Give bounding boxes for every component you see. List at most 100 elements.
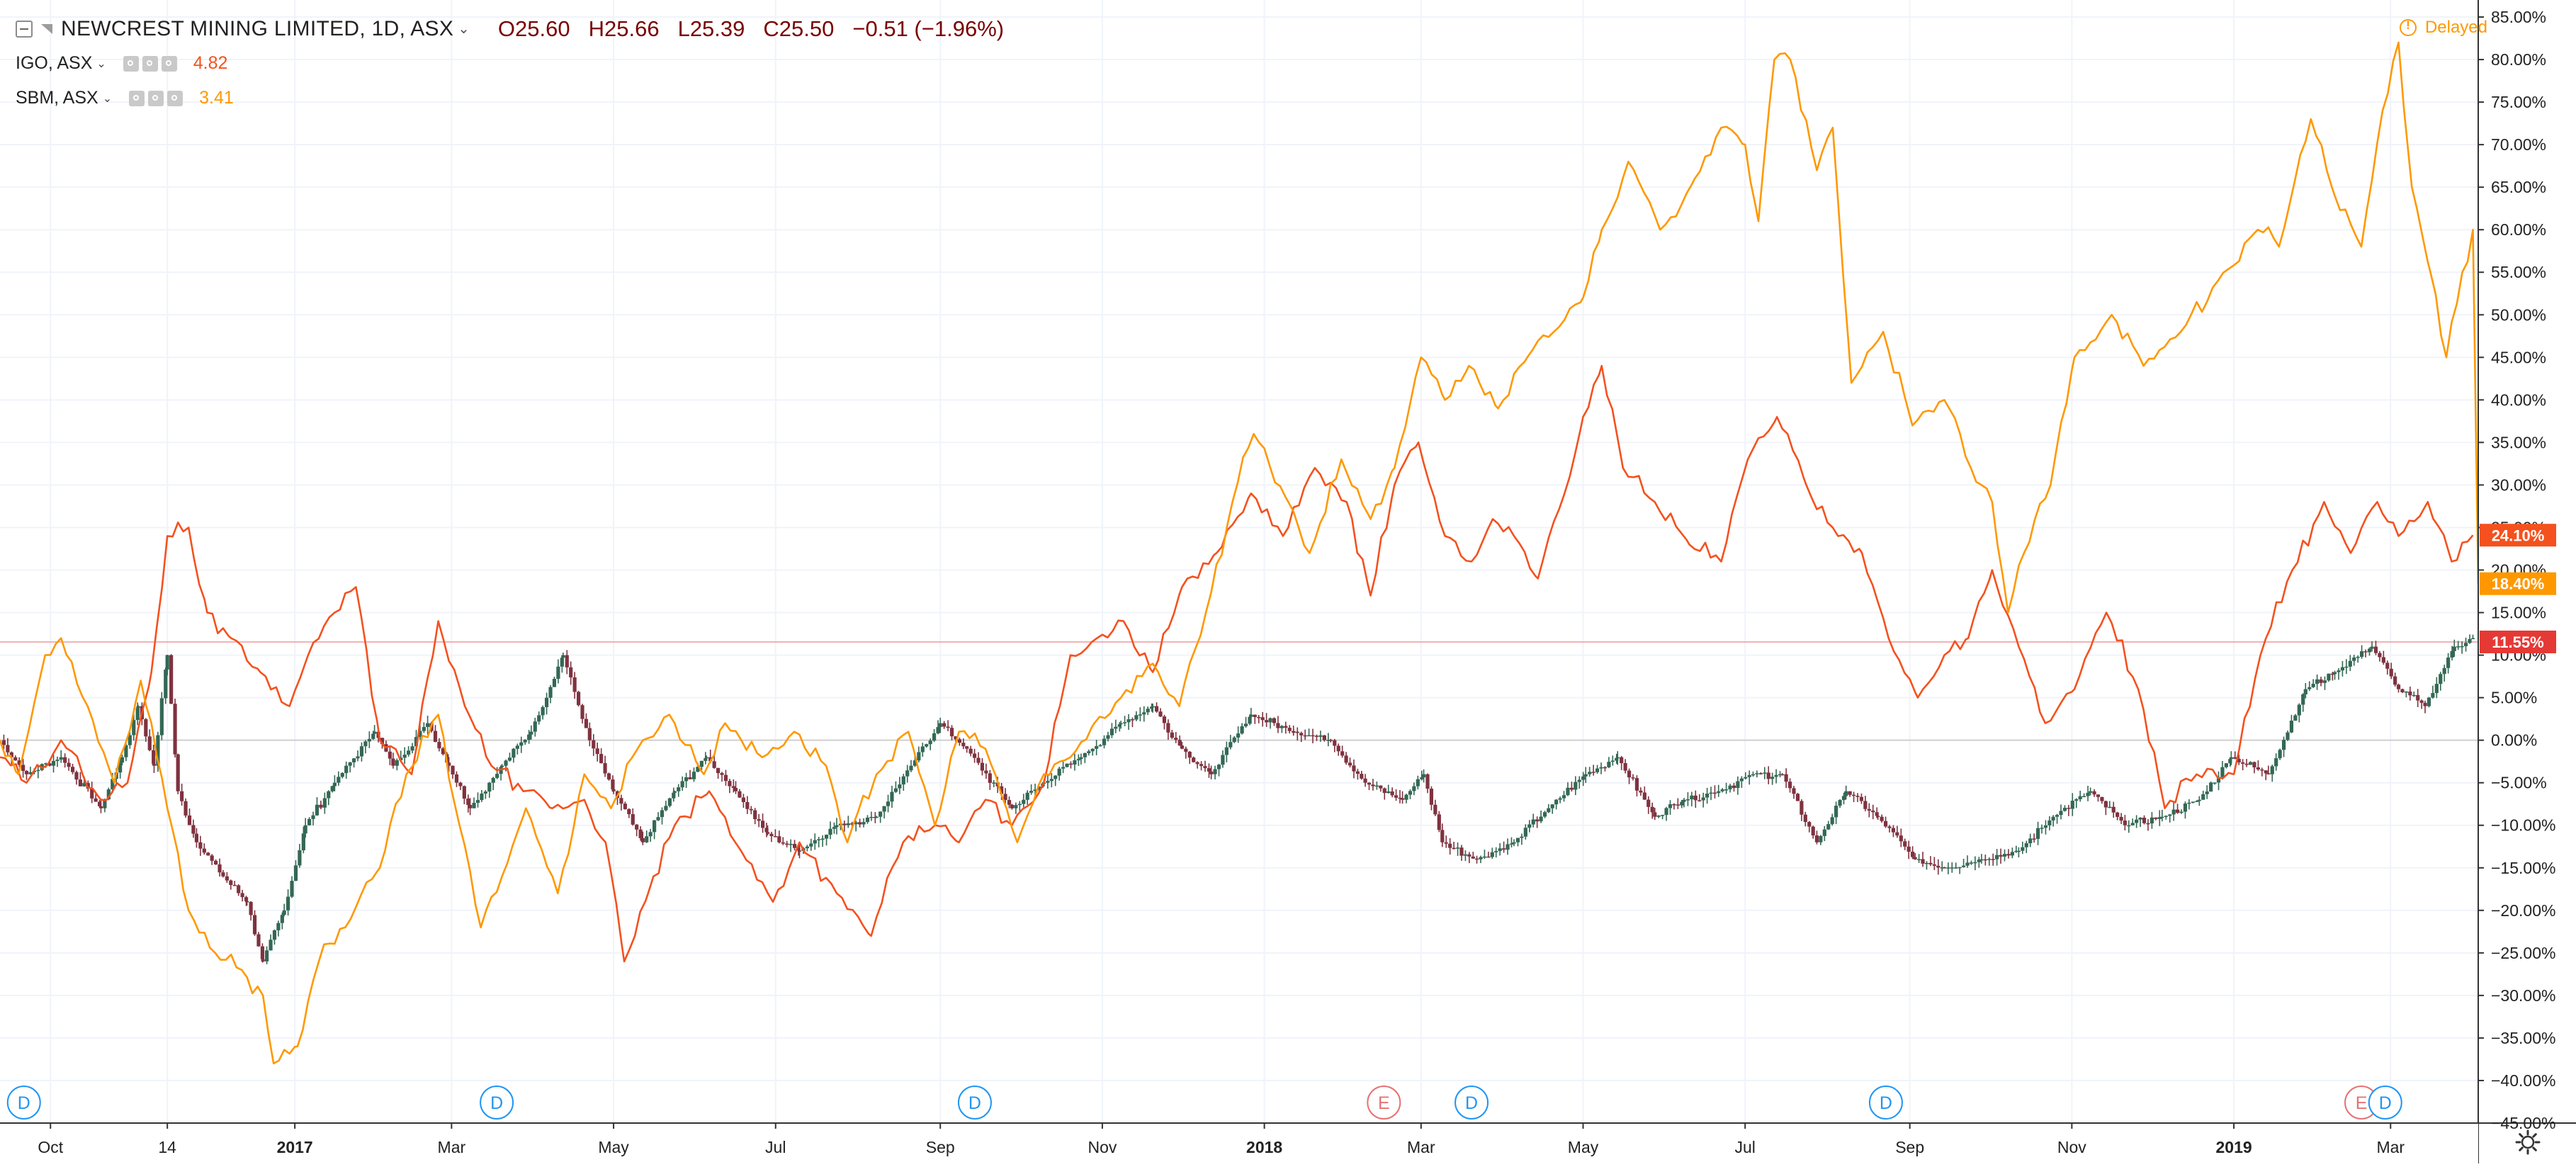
settings-icon[interactable] bbox=[148, 90, 164, 106]
dividend-marker[interactable] bbox=[6, 1086, 41, 1120]
candle-down bbox=[2100, 796, 2104, 801]
candle-up bbox=[1014, 805, 1018, 808]
compare-symbol-name[interactable]: SBM, ASX bbox=[16, 88, 98, 108]
compare-symbol-name[interactable]: IGO, ASX bbox=[16, 53, 93, 73]
collapse-legend-button[interactable] bbox=[16, 20, 33, 38]
candle-down bbox=[603, 763, 607, 774]
candle-down bbox=[792, 844, 797, 848]
candle-up bbox=[1102, 738, 1107, 745]
candle-up bbox=[28, 772, 33, 774]
candle-down bbox=[437, 742, 441, 749]
candle-down bbox=[1340, 751, 1345, 756]
earnings-marker[interactable] bbox=[1367, 1086, 1401, 1120]
flag-icon[interactable] bbox=[41, 23, 52, 34]
candle-up bbox=[2016, 850, 2021, 852]
delayed-indicator[interactable]: Delayed bbox=[2399, 18, 2487, 38]
dividend-marker[interactable] bbox=[480, 1086, 514, 1120]
settings-icon[interactable] bbox=[142, 55, 158, 72]
eye-icon[interactable] bbox=[129, 90, 145, 106]
candle-down bbox=[1792, 788, 1796, 794]
candle-up bbox=[1940, 867, 1944, 869]
candle-down bbox=[97, 801, 102, 806]
candle-down bbox=[1851, 794, 1856, 796]
candle-up bbox=[2205, 791, 2209, 794]
candle-down bbox=[206, 852, 210, 856]
candle-down bbox=[1899, 835, 1903, 842]
candle-up bbox=[2201, 794, 2205, 800]
candle-down bbox=[1942, 867, 1947, 869]
candle-up bbox=[2248, 762, 2253, 765]
candle-up bbox=[1834, 806, 1838, 818]
candle-up bbox=[1224, 747, 1228, 755]
candle-up bbox=[828, 828, 832, 835]
candle-up bbox=[1386, 791, 1391, 794]
candle-up bbox=[1022, 799, 1026, 804]
candle-down bbox=[961, 743, 966, 747]
dividend-marker[interactable] bbox=[1868, 1086, 1903, 1120]
y-tick-label: −20.00% bbox=[2491, 901, 2555, 920]
candle-down bbox=[198, 842, 203, 849]
candle-down bbox=[74, 772, 79, 780]
candle-down bbox=[1999, 855, 2003, 857]
candle-down bbox=[2154, 817, 2158, 819]
candle-up bbox=[1615, 757, 1619, 761]
candle-down bbox=[1807, 822, 1812, 827]
candle-down bbox=[1784, 774, 1788, 782]
candle-down bbox=[1891, 828, 1896, 833]
candle-down bbox=[595, 748, 599, 755]
chevron-down-icon[interactable]: ⌄ bbox=[102, 92, 113, 105]
candle-up bbox=[2070, 801, 2074, 809]
candle-up bbox=[2228, 759, 2232, 764]
candle-up bbox=[1668, 804, 1673, 808]
candle-down bbox=[47, 763, 52, 766]
candle-down bbox=[2385, 663, 2390, 669]
candle-down bbox=[173, 704, 177, 755]
candle-up bbox=[1523, 828, 1527, 837]
time-scale[interactable] bbox=[0, 1123, 2478, 1163]
candle-down bbox=[760, 821, 765, 828]
candle-down bbox=[1642, 792, 1646, 800]
candle-up bbox=[2108, 806, 2112, 808]
candle-up bbox=[2171, 809, 2176, 815]
chevron-down-icon[interactable]: ⌄ bbox=[458, 21, 470, 37]
candle-down bbox=[2252, 762, 2256, 768]
candle-up bbox=[2274, 758, 2278, 767]
gear-icon[interactable] bbox=[2514, 1128, 2542, 1156]
x-tick-label: Sep bbox=[1895, 1138, 1924, 1156]
candle-down bbox=[2146, 823, 2150, 825]
candle-up bbox=[422, 727, 426, 731]
dividend-marker[interactable] bbox=[957, 1086, 992, 1120]
candle-up bbox=[869, 816, 874, 818]
candle-up bbox=[1049, 779, 1053, 782]
dividend-marker[interactable] bbox=[2368, 1086, 2402, 1120]
candle-down bbox=[144, 719, 148, 737]
symbol-title[interactable]: NEWCREST MINING LIMITED, 1D, ASX bbox=[61, 16, 454, 40]
chevron-down-icon[interactable]: ⌄ bbox=[96, 57, 106, 70]
candle-down bbox=[2260, 769, 2264, 771]
candle-up bbox=[2340, 667, 2345, 671]
candle-up bbox=[1973, 862, 1977, 864]
remove-icon[interactable] bbox=[167, 90, 183, 106]
y-tick-label: 0.00% bbox=[2491, 731, 2537, 750]
candle-up bbox=[106, 789, 111, 800]
dividend-marker[interactable] bbox=[1454, 1086, 1489, 1120]
candle-up bbox=[2370, 646, 2374, 649]
candle-up bbox=[846, 823, 850, 825]
candle-up bbox=[1232, 737, 1236, 743]
candle-down bbox=[2363, 651, 2368, 653]
candle-down bbox=[1913, 857, 1917, 859]
event-marker-label: D bbox=[18, 1093, 30, 1113]
candle-down bbox=[1855, 796, 1860, 797]
candle-up bbox=[544, 697, 549, 707]
candle-down bbox=[749, 808, 753, 811]
candle-down bbox=[716, 767, 721, 774]
x-tick-label: 2018 bbox=[1246, 1138, 1282, 1156]
remove-icon[interactable] bbox=[161, 55, 177, 72]
candle-up bbox=[2216, 777, 2221, 783]
candle-down bbox=[611, 789, 616, 791]
eye-icon[interactable] bbox=[123, 55, 139, 72]
candle-down bbox=[245, 901, 249, 903]
candle-down bbox=[1766, 772, 1770, 779]
